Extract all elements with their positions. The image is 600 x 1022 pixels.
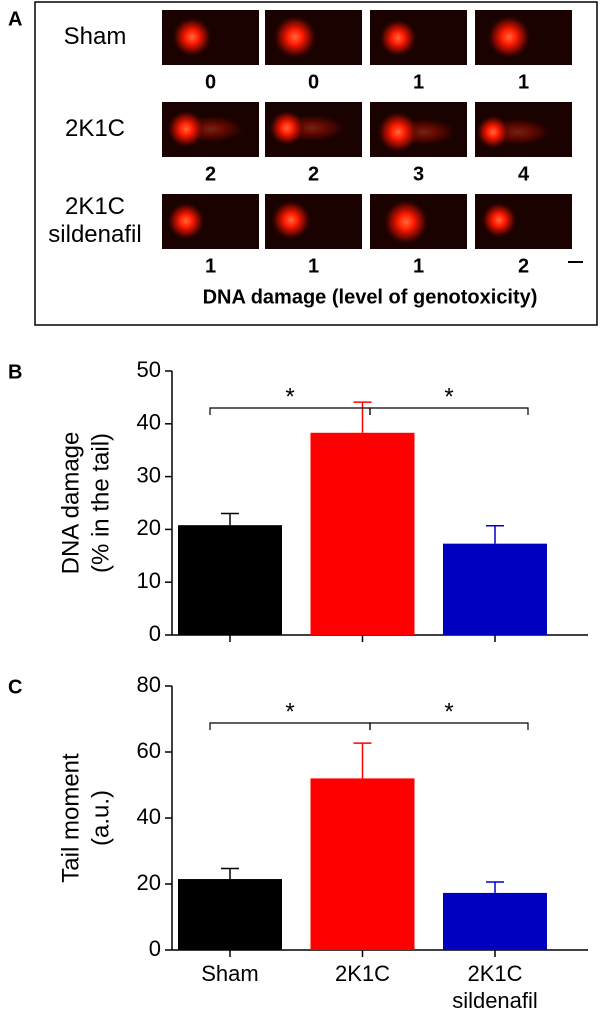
- y-tick-label: 40: [137, 804, 161, 829]
- comet-head: [481, 202, 517, 238]
- score: 2: [308, 163, 319, 185]
- caption: DNA damage (level of genotoxicity): [203, 286, 538, 308]
- score: 2: [205, 163, 216, 185]
- score: 1: [413, 255, 424, 277]
- significance-star: *: [285, 698, 294, 725]
- score: 0: [308, 71, 319, 93]
- y-tick-label: 80: [137, 672, 161, 697]
- score: 1: [518, 71, 529, 93]
- y-tick-label: 20: [137, 870, 161, 895]
- row-label: 2K1C: [65, 115, 125, 142]
- bar: [178, 525, 282, 635]
- panel-letter: B: [8, 361, 22, 383]
- y-tick-label: 20: [137, 515, 161, 540]
- row-label: 2K1C: [65, 193, 125, 220]
- x-tick-label: 2K1C: [335, 961, 390, 986]
- comet-head: [476, 115, 510, 149]
- comet-head: [167, 110, 205, 148]
- row-label: sildenafil: [48, 221, 141, 248]
- row-label: Sham: [64, 23, 127, 50]
- score: 1: [308, 255, 319, 277]
- y-axis-label: (a.u.): [87, 790, 114, 846]
- comet-head: [273, 15, 317, 59]
- score: 4: [518, 163, 530, 185]
- bar: [310, 432, 415, 635]
- score: 3: [413, 163, 424, 185]
- comet-head: [269, 110, 305, 146]
- score: 2: [518, 255, 529, 277]
- comet-head: [383, 199, 429, 245]
- y-tick-label: 50: [137, 357, 161, 382]
- significance-bracket: [369, 407, 529, 415]
- y-tick-label: 0: [149, 936, 161, 961]
- significance-bracket: [369, 722, 529, 730]
- panel-a-frame: [34, 1, 598, 326]
- bar: [178, 879, 282, 950]
- score: 1: [413, 71, 424, 93]
- y-axis-label: DNA damage: [57, 432, 84, 575]
- x-tick-label: Sham: [201, 961, 258, 986]
- y-tick-label: 30: [137, 462, 161, 487]
- score: 0: [205, 71, 216, 93]
- bar: [310, 778, 415, 950]
- comet-head: [271, 200, 311, 240]
- score: 1: [205, 255, 216, 277]
- comet-head: [379, 19, 417, 57]
- y-axis-label: (% in the tail): [87, 433, 114, 573]
- comet-head: [167, 202, 205, 240]
- bar: [443, 543, 547, 635]
- y-axis-label: Tail moment: [57, 753, 84, 883]
- comet-head: [172, 17, 212, 57]
- panel-letter: A: [8, 8, 22, 30]
- y-tick-label: 40: [137, 410, 161, 435]
- y-tick-label: 60: [137, 738, 161, 763]
- y-tick-label: 10: [137, 568, 161, 593]
- bar: [443, 892, 547, 950]
- significance-star: *: [444, 698, 453, 725]
- significance-star: *: [285, 383, 294, 410]
- panel-letter: C: [8, 676, 22, 698]
- comet-head: [377, 111, 419, 153]
- x-tick-label: 2K1C sildenafil: [452, 961, 538, 1013]
- significance-star: *: [444, 383, 453, 410]
- y-tick-label: 0: [149, 621, 161, 646]
- comet-head: [487, 15, 531, 59]
